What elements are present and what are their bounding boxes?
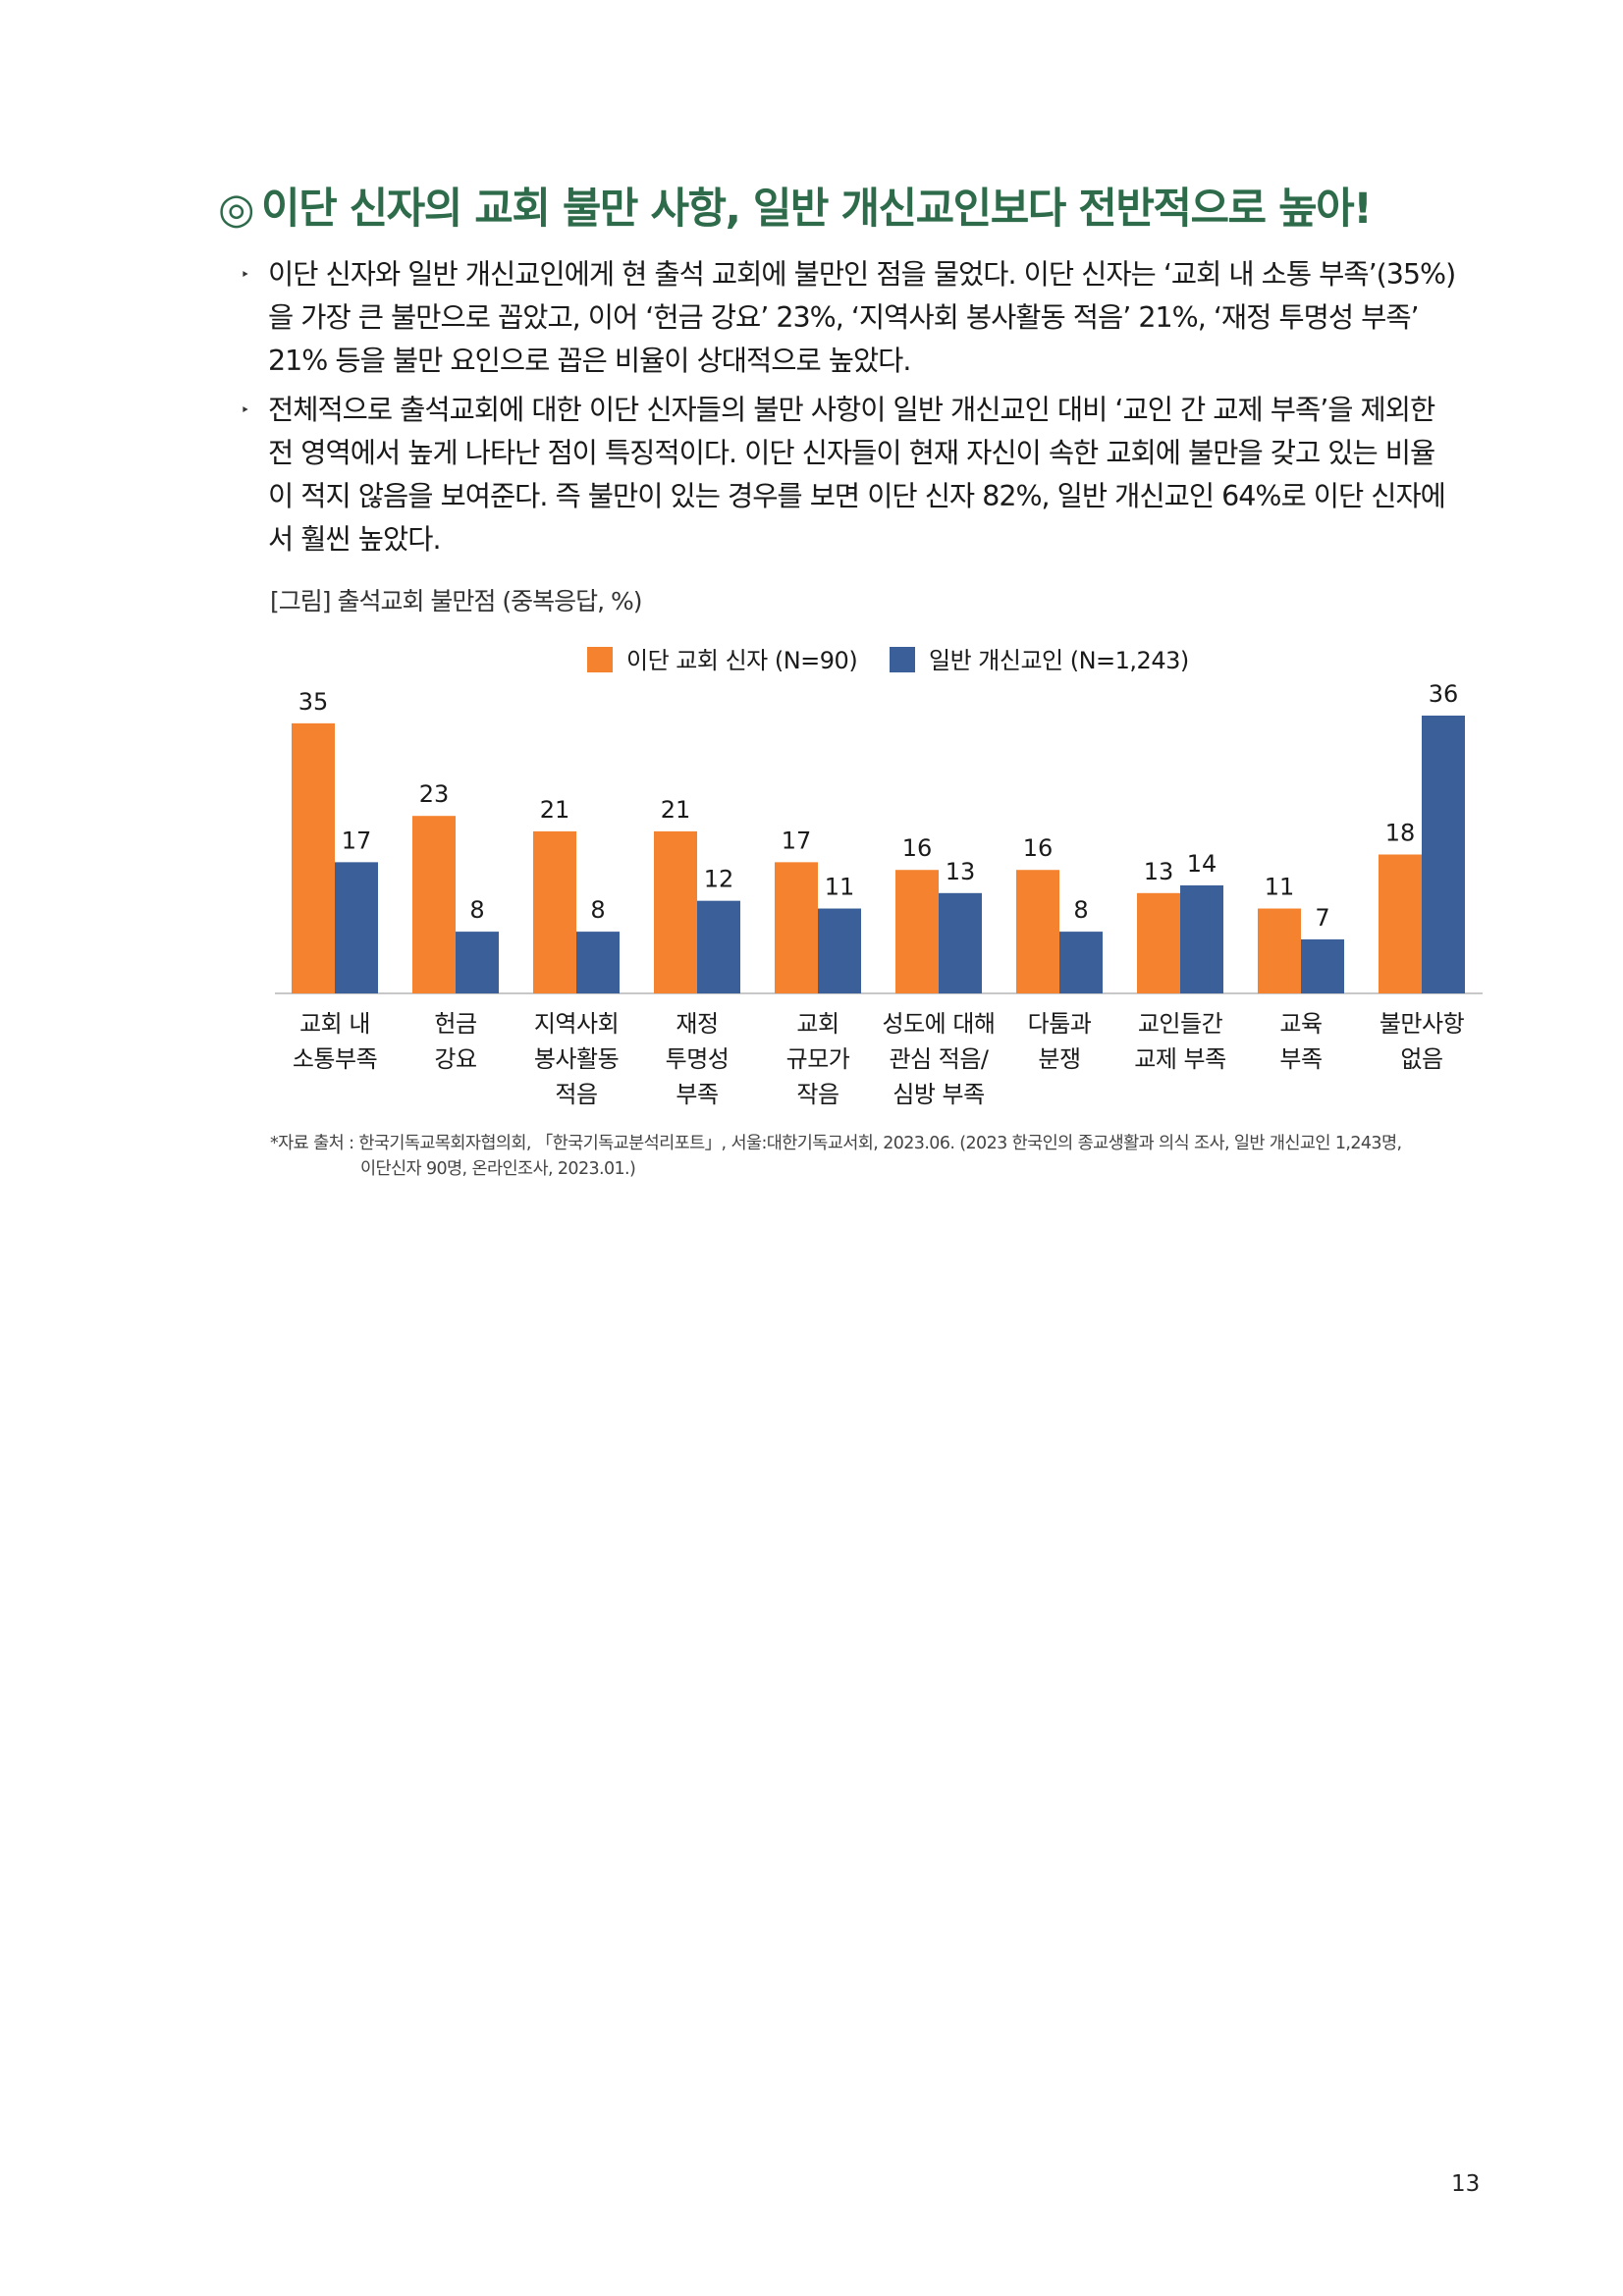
bar — [576, 932, 620, 993]
bullet-line: 21% 등을 불만 요인으로 꼽은 비율이 상대적으로 높았다. — [268, 345, 911, 377]
category-label: 교회 — [796, 1010, 839, 1038]
bar — [775, 862, 818, 993]
bar-chart: 이단 교회 신자 (N=90) 일반 개신교인 (N=1,243) 35 17 교회 내… — [275, 647, 1483, 1108]
category-label: 없음 — [1400, 1045, 1442, 1073]
bar — [939, 892, 982, 993]
category-label: 투명성 — [666, 1045, 730, 1073]
data-label: 17 — [782, 827, 812, 854]
page-number: 13 — [1451, 2171, 1481, 2197]
category-label: 헌금 — [434, 1010, 476, 1038]
data-label: 11 — [825, 874, 855, 901]
bar — [456, 932, 499, 993]
data-label: 18 — [1385, 820, 1416, 847]
bullet-paragraph-2: ‣ 전체적으로 출석교회에 대한 이단 신자들의 불만 사항이 일반 개신교인 … — [241, 389, 1488, 561]
category-label: 교인들간 — [1138, 1010, 1223, 1038]
source-note: *자료 출처 : 한국기독교목회자협의회, 「한국기독교분석리포트」, 서울:대… — [270, 1131, 1478, 1182]
legend-swatch — [587, 647, 613, 672]
bar — [654, 830, 697, 993]
data-label: 23 — [419, 780, 450, 808]
bullet-paragraph-1: ‣ 이단 신자와 일반 개신교인에게 현 출석 교회에 불만인 점을 물었다. … — [241, 253, 1488, 383]
category-label: 불만사항 — [1380, 1010, 1465, 1038]
data-label: 8 — [1073, 896, 1088, 924]
category-label: 소통부족 — [293, 1045, 377, 1073]
category-label: 관심 적음/ — [889, 1045, 989, 1073]
data-label: 11 — [1265, 874, 1295, 901]
data-label: 14 — [1187, 850, 1217, 878]
data-label: 36 — [1429, 680, 1459, 708]
category-label: 작음 — [796, 1081, 839, 1108]
category-label: 교육 — [1279, 1010, 1322, 1038]
bullet-line: 전 영역에서 높게 나타난 점이 특징적이다. 이단 신자들이 현재 자신이 속… — [268, 437, 1435, 469]
bullet-marker-icon: ‣ — [241, 400, 249, 419]
bar — [1301, 938, 1344, 993]
legend-label: 이단 교회 신자 (N=90) — [626, 647, 857, 674]
bar — [1137, 892, 1180, 993]
category-label: 봉사활동 — [534, 1045, 619, 1073]
legend-label: 일반 개신교인 (N=1,243) — [929, 647, 1189, 674]
source-line-2: 이단신자 90명, 온라인조사, 2023.01.) — [360, 1159, 636, 1179]
data-label: 21 — [661, 796, 691, 824]
bar — [533, 830, 576, 993]
data-label: 17 — [342, 827, 372, 854]
category-label: 부족 — [676, 1081, 718, 1108]
category-label: 적음 — [555, 1081, 597, 1108]
figure-caption: [그림] 출석교회 불만점 (중복응답, %) — [270, 587, 643, 615]
data-label: 13 — [946, 858, 976, 885]
category-label: 강요 — [434, 1045, 476, 1073]
bar — [1258, 908, 1301, 993]
data-label: 21 — [540, 796, 570, 824]
bar — [412, 816, 456, 993]
bar — [1422, 716, 1465, 993]
category-label: 심방 부족 — [893, 1081, 984, 1108]
category-label: 교제 부족 — [1134, 1045, 1225, 1073]
category-label: 분쟁 — [1038, 1045, 1080, 1073]
data-label: 16 — [902, 834, 933, 862]
bar — [895, 870, 939, 993]
bullet-line: 이단 신자와 일반 개신교인에게 현 출석 교회에 불만인 점을 물었다. 이단… — [268, 258, 1456, 291]
category-label: 부족 — [1279, 1045, 1322, 1073]
double-circle-icon: ◎ — [218, 185, 255, 234]
data-label: 13 — [1144, 858, 1174, 885]
category-label: 다툼과 — [1028, 1010, 1092, 1038]
category-label: 규모가 — [786, 1045, 850, 1073]
section-title-text: 이단 신자의 교회 불만 사항, 일반 개신교인보다 전반적으로 높아! — [261, 185, 1373, 234]
data-label: 35 — [298, 688, 329, 716]
category-label: 지역사회 — [534, 1010, 619, 1038]
data-label: 7 — [1315, 904, 1329, 932]
bullet-line: 이 적지 않음을 보여준다. 즉 불만이 있는 경우를 보면 이단 신자 82%… — [268, 480, 1446, 512]
bar — [1379, 854, 1422, 993]
bullet-line: 을 가장 큰 불만으로 꼽았고, 이어 ‘헌금 강요’ 23%, ‘지역사회 봉… — [268, 301, 1420, 334]
category-label: 재정 — [676, 1010, 718, 1038]
bar — [818, 908, 861, 993]
bullet-marker-icon: ‣ — [241, 265, 249, 284]
data-label: 16 — [1023, 834, 1054, 862]
bar — [292, 722, 335, 993]
category-label: 성도에 대해 — [882, 1010, 995, 1038]
data-label: 8 — [469, 896, 484, 924]
bar — [335, 862, 378, 993]
bar — [697, 900, 740, 993]
bar — [1016, 870, 1059, 993]
section-title: ◎ 이단 신자의 교회 불만 사항, 일반 개신교인보다 전반적으로 높아! — [218, 175, 1534, 236]
bar — [1059, 932, 1103, 993]
data-label: 8 — [590, 896, 605, 924]
data-label: 12 — [704, 866, 734, 893]
legend-swatch — [890, 647, 915, 672]
bar — [1180, 884, 1223, 993]
source-line-1: *자료 출처 : 한국기독교목회자협의회, 「한국기독교분석리포트」, 서울:대… — [270, 1134, 1402, 1153]
bullet-line: 서 훨씬 높았다. — [268, 523, 442, 556]
bullet-line: 전체적으로 출석교회에 대한 이단 신자들의 불만 사항이 일반 개신교인 대비… — [268, 394, 1435, 426]
category-label: 교회 내 — [299, 1010, 370, 1038]
